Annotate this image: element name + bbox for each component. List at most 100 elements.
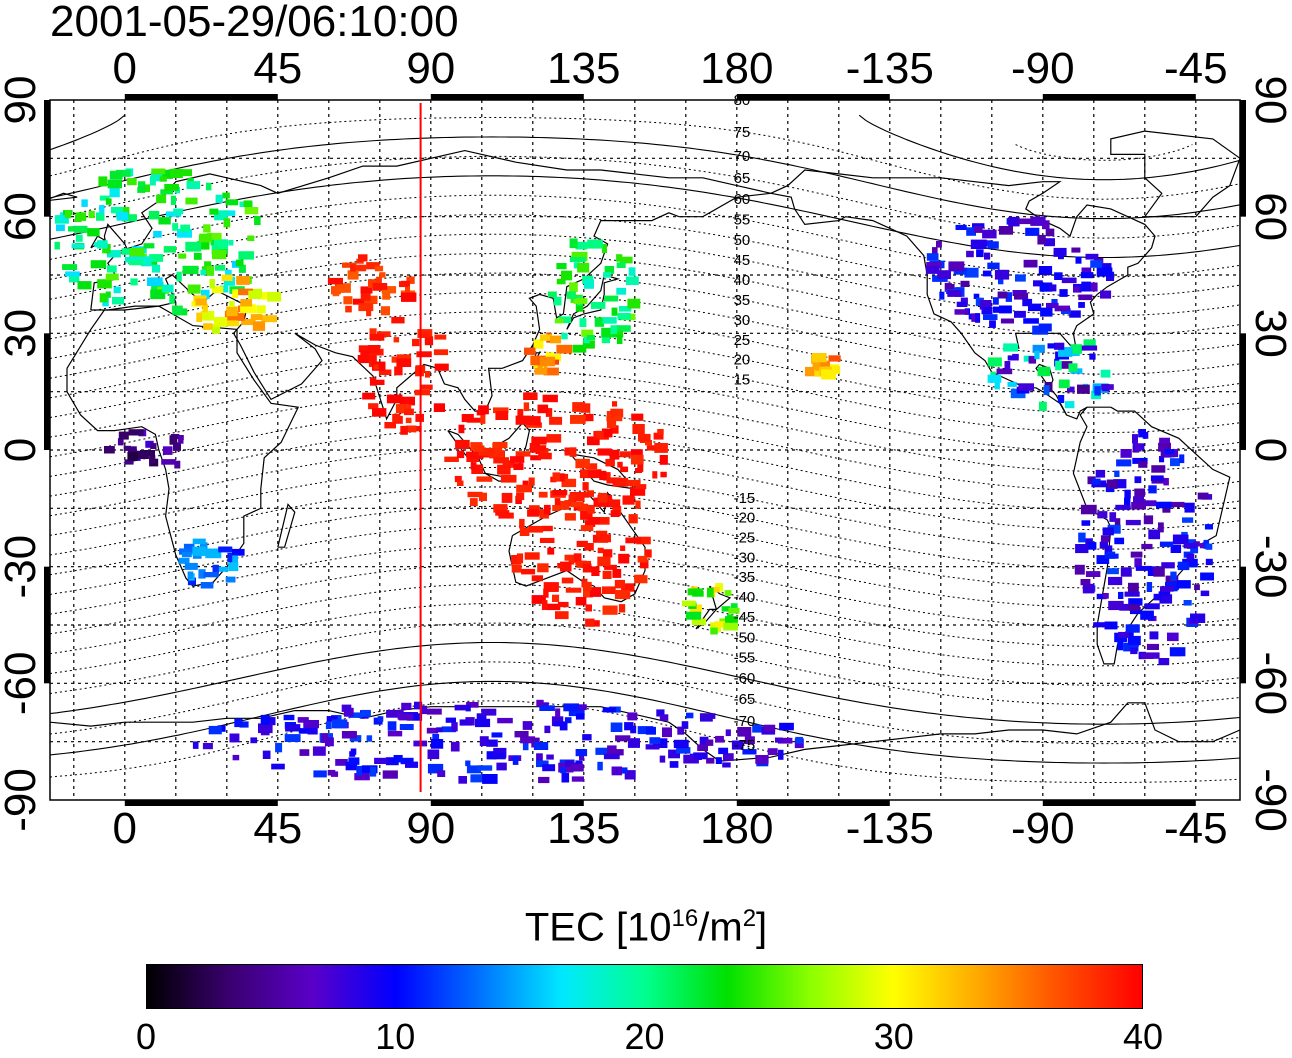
tec-cell (206, 232, 222, 240)
magnetic-latitude-contour (50, 603, 1240, 686)
tec-cell (601, 327, 617, 338)
tec-cell (90, 260, 107, 269)
tec-cell (531, 575, 543, 582)
tec-cell (1143, 500, 1157, 507)
tec-cell (143, 243, 155, 249)
tec-cell (966, 227, 976, 236)
tec-cell (212, 564, 219, 575)
tec-cell (634, 575, 648, 584)
tec-cell (372, 408, 387, 417)
tec-cell (1077, 384, 1090, 394)
tec-cell (248, 290, 261, 299)
tec-cell (575, 749, 588, 757)
tec-cell (325, 721, 332, 730)
contour-value-label: -40 (734, 589, 756, 606)
magnetic-latitude-contour (50, 253, 1240, 336)
tec-cell (200, 542, 208, 550)
coastline (770, 169, 1156, 355)
tec-cell (374, 757, 388, 764)
tec-cell (1008, 216, 1020, 227)
colorbar-title: TEC [1016/m2] (524, 905, 768, 950)
tec-cell (514, 731, 529, 738)
tec-cell (104, 446, 115, 454)
tec-cell (307, 727, 318, 735)
tec-cell (475, 718, 491, 728)
tec-cell (88, 210, 95, 219)
tec-cell (539, 356, 556, 367)
contour-value-label: -60 (734, 670, 756, 687)
tec-cell (147, 277, 163, 286)
tec-cell (1089, 353, 1096, 360)
tec-cell (356, 765, 362, 776)
tec-cell (575, 241, 588, 250)
tec-cell (236, 276, 250, 285)
tec-cell (546, 434, 562, 443)
tec-cell (575, 597, 587, 606)
tec-cell (1143, 515, 1154, 525)
tec-cell (399, 724, 414, 730)
tec-cell (973, 293, 980, 299)
axis-bar-top (124, 94, 278, 100)
tec-cell (1047, 343, 1055, 349)
tec-cell (572, 402, 586, 412)
tec-cell (627, 712, 638, 721)
tec-cell (558, 316, 572, 324)
tec-cell (1025, 227, 1040, 236)
tec-cell (202, 303, 208, 313)
tec-cell (1085, 571, 1101, 577)
tec-cell (64, 210, 72, 219)
tec-cell (393, 337, 400, 343)
tec-cell (358, 303, 374, 312)
tec-cell (163, 246, 176, 253)
tec-cell (579, 469, 589, 479)
tec-cell (1102, 593, 1109, 599)
tec-cell (584, 279, 594, 289)
tec-cell (173, 442, 181, 451)
tec-cell (432, 734, 440, 743)
tec-cell (571, 251, 588, 261)
tec-cell (555, 708, 561, 718)
lat-tick-label-right: 30 (1246, 309, 1292, 358)
tec-cell (350, 264, 356, 272)
tec-cell (116, 169, 131, 177)
tec-cell (1167, 632, 1179, 642)
tec-cell (200, 269, 206, 276)
tec-cell (723, 753, 734, 761)
tec-cell (203, 323, 213, 330)
tec-cell (610, 425, 619, 434)
tec-cell (1058, 347, 1073, 357)
tec-cell (1200, 590, 1210, 597)
tec-cell (206, 266, 215, 276)
magnetic-latitude-contour (50, 505, 1240, 589)
tec-cell (1096, 267, 1113, 277)
tec-cell (1115, 504, 1131, 510)
tec-cell (700, 716, 713, 722)
tec-cell (474, 445, 485, 452)
tec-cell (953, 267, 968, 275)
tec-cell (581, 329, 594, 337)
tec-cell (552, 490, 568, 496)
tec-cell (925, 265, 940, 274)
tec-cell (979, 300, 992, 310)
tec-cell (271, 763, 285, 770)
tec-cell (582, 340, 595, 349)
tec-cell (1134, 558, 1142, 568)
tec-cell (348, 757, 360, 765)
tec-cell (105, 291, 111, 298)
tec-cell (360, 350, 370, 360)
tec-cell (610, 722, 623, 732)
tec-cell (406, 713, 423, 721)
tec-cell (594, 317, 604, 327)
tec-cell (606, 411, 614, 420)
tec-cell (312, 746, 326, 756)
tec-cell (75, 212, 87, 221)
tec-cell (457, 480, 464, 486)
lat-tick-label-right: -60 (1246, 652, 1292, 716)
tec-cell (321, 733, 328, 743)
tec-cell (81, 199, 88, 207)
tec-cell (326, 716, 338, 722)
tec-cell (234, 718, 243, 728)
tec-cell (724, 590, 732, 596)
tec-cell (659, 755, 666, 763)
